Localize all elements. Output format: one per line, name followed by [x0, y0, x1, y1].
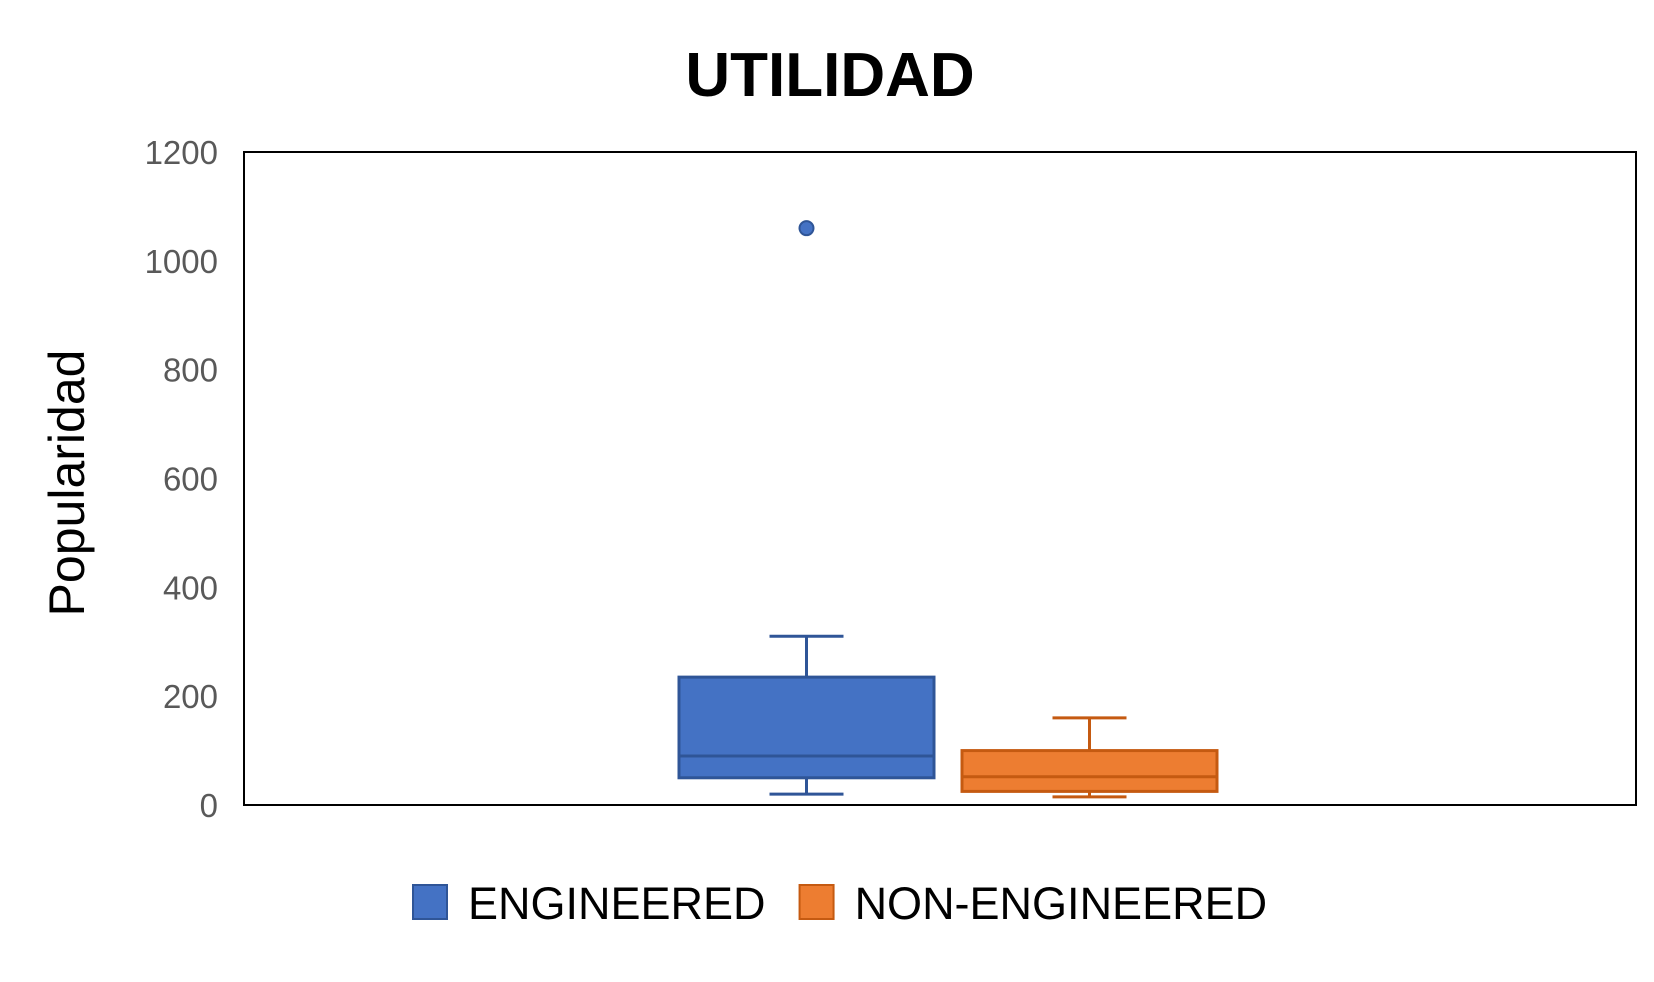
y-tick-label: 200 — [163, 678, 218, 715]
y-tick-label: 0 — [200, 787, 218, 824]
box-series — [677, 220, 1219, 799]
y-tick-label: 800 — [163, 352, 218, 389]
legend-label: ENGINEERED — [468, 878, 766, 929]
y-tick-label: 1000 — [145, 243, 218, 280]
box-iqr — [677, 675, 936, 780]
outlier-point — [798, 220, 815, 237]
box-iqr — [960, 749, 1219, 793]
box-group — [677, 220, 936, 796]
y-tick-label: 1200 — [145, 134, 218, 171]
y-tick-label: 400 — [163, 569, 218, 606]
legend-item: NON-ENGINEERED — [798, 878, 1268, 929]
y-axis-ticks: 0 200 400 600 800 1000 1200 — [145, 134, 218, 824]
legend-swatch — [412, 884, 448, 920]
plot-area-border — [243, 151, 1637, 806]
box-group — [960, 716, 1219, 799]
legend: ENGINEERED NON-ENGINEERED — [412, 878, 1268, 929]
chart-title: UTILIDAD — [685, 41, 974, 110]
legend-swatch — [798, 884, 835, 920]
legend-item: ENGINEERED — [412, 878, 766, 929]
y-axis-label: Popularidad — [39, 350, 95, 617]
legend-label: NON-ENGINEERED — [855, 878, 1268, 929]
y-tick-label: 600 — [163, 461, 218, 498]
